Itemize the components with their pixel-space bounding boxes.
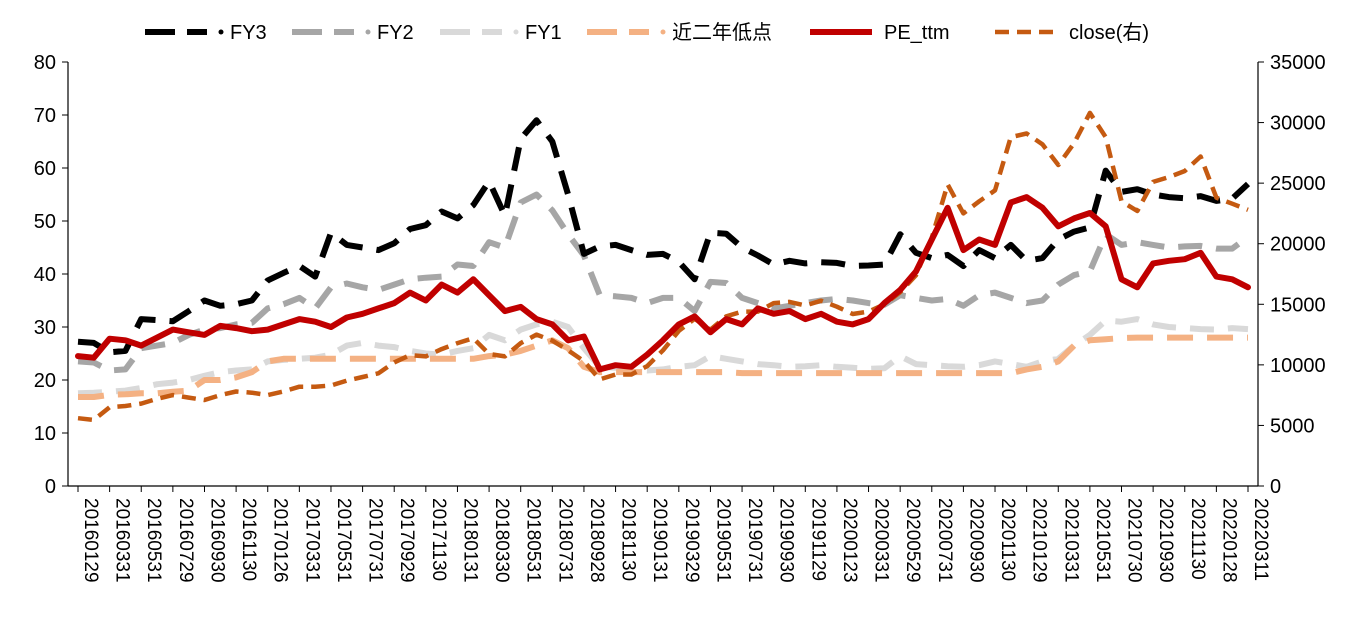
legend-label-0: FY3 <box>230 22 267 44</box>
axes: 0 10 20 30 40 50 60 70 80 0 5000 10000 15000 20000 250… <box>34 52 1326 583</box>
series-line-0 <box>77 117 1251 356</box>
right-tick-label: 5000 <box>1270 415 1315 437</box>
x-tick-label: 20190531 <box>712 498 733 583</box>
x-tick-label: 20200731 <box>934 498 955 583</box>
x-tick-label: 20210129 <box>1029 498 1050 583</box>
x-tick-label: 20160531 <box>143 498 164 583</box>
right-tick-label: 15000 <box>1270 294 1326 316</box>
x-tick-label: 20220128 <box>1218 498 1239 583</box>
right-tick-label: 20000 <box>1270 234 1326 256</box>
left-tick-label: 80 <box>34 52 56 74</box>
x-tick-label: 20170929 <box>396 498 417 583</box>
x-tick-label: 20211130 <box>1187 498 1208 580</box>
x-tick-label: 20180131 <box>459 498 480 583</box>
right-tick-label: 25000 <box>1270 173 1326 195</box>
x-tick-label: 20210531 <box>1092 498 1113 583</box>
x-tick-label: 20190930 <box>776 498 797 583</box>
left-tick-label: 20 <box>34 370 56 392</box>
left-tick-label: 30 <box>34 317 56 339</box>
series-line-5 <box>77 110 1249 423</box>
left-tick-label: 10 <box>34 423 56 445</box>
x-tick-label: 20160729 <box>175 498 196 583</box>
x-tick-label: 20180531 <box>523 498 544 583</box>
left-tick-label: 70 <box>34 105 56 127</box>
x-tick-label: 20180731 <box>554 498 575 583</box>
x-tick-label: 20190329 <box>681 498 702 583</box>
x-tick-label: 20160331 <box>112 498 133 583</box>
x-tick-label: 20190131 <box>649 498 670 583</box>
legend-marker-0 <box>218 29 224 35</box>
legend: FY3 FY2 FY1 近二年低点 PE_ttm close(右) <box>145 21 1149 44</box>
x-tick-label: 20210730 <box>1124 498 1145 583</box>
x-tick-label: 20210331 <box>1060 498 1081 583</box>
x-tick-label: 20201130 <box>997 498 1018 581</box>
right-tick-label: 0 <box>1270 476 1281 498</box>
legend-label-4: PE_ttm <box>884 22 950 44</box>
right-tick-label: 30000 <box>1270 113 1326 135</box>
series-line-1 <box>77 191 1250 374</box>
x-tick-label: 20180330 <box>491 498 512 583</box>
left-tick-label: 40 <box>34 264 56 286</box>
x-tick-label: 20200930 <box>965 498 986 583</box>
x-tick-label: 20180928 <box>586 498 607 583</box>
x-tick-label: 20160129 <box>80 498 101 583</box>
x-tick-label: 20171130 <box>428 498 449 581</box>
legend-label-2: FY1 <box>525 22 562 44</box>
legend-marker-3 <box>660 29 666 35</box>
legend-label-1: FY2 <box>377 22 414 44</box>
x-tick-label: 20200529 <box>902 498 923 583</box>
left-tick-label: 0 <box>45 476 56 498</box>
x-tick-label: 20181130 <box>618 498 639 581</box>
x-tick-label: 20170331 <box>301 498 322 583</box>
legend-label-3: 近二年低点 <box>672 21 772 44</box>
left-tick-label: 60 <box>34 158 56 180</box>
x-tick-label: 20200123 <box>839 498 860 583</box>
right-tick-label: 10000 <box>1270 355 1326 377</box>
right-tick-label: 35000 <box>1270 52 1326 74</box>
x-tick-label: 20190731 <box>744 498 765 583</box>
legend-marker-2 <box>513 29 519 35</box>
x-tick-label: 20161130 <box>238 498 259 581</box>
x-tick-label: 20170731 <box>365 498 386 583</box>
x-tick-label: 20220311 <box>1250 498 1271 581</box>
x-tick-label: 20200331 <box>871 498 892 583</box>
x-tick-label: 20191129 <box>807 498 828 581</box>
series-line-4 <box>75 194 1251 373</box>
x-tick-label: 20160930 <box>206 498 227 583</box>
x-tick-label: 20170126 <box>270 498 291 583</box>
series-line-3 <box>78 334 1248 400</box>
left-tick-label: 50 <box>34 211 56 233</box>
x-tick-label: 20170531 <box>333 498 354 583</box>
series-layer <box>75 110 1251 423</box>
legend-label-5: close(右) <box>1069 21 1149 44</box>
x-tick-label: 20210930 <box>1155 498 1176 583</box>
legend-marker-1 <box>365 29 371 35</box>
